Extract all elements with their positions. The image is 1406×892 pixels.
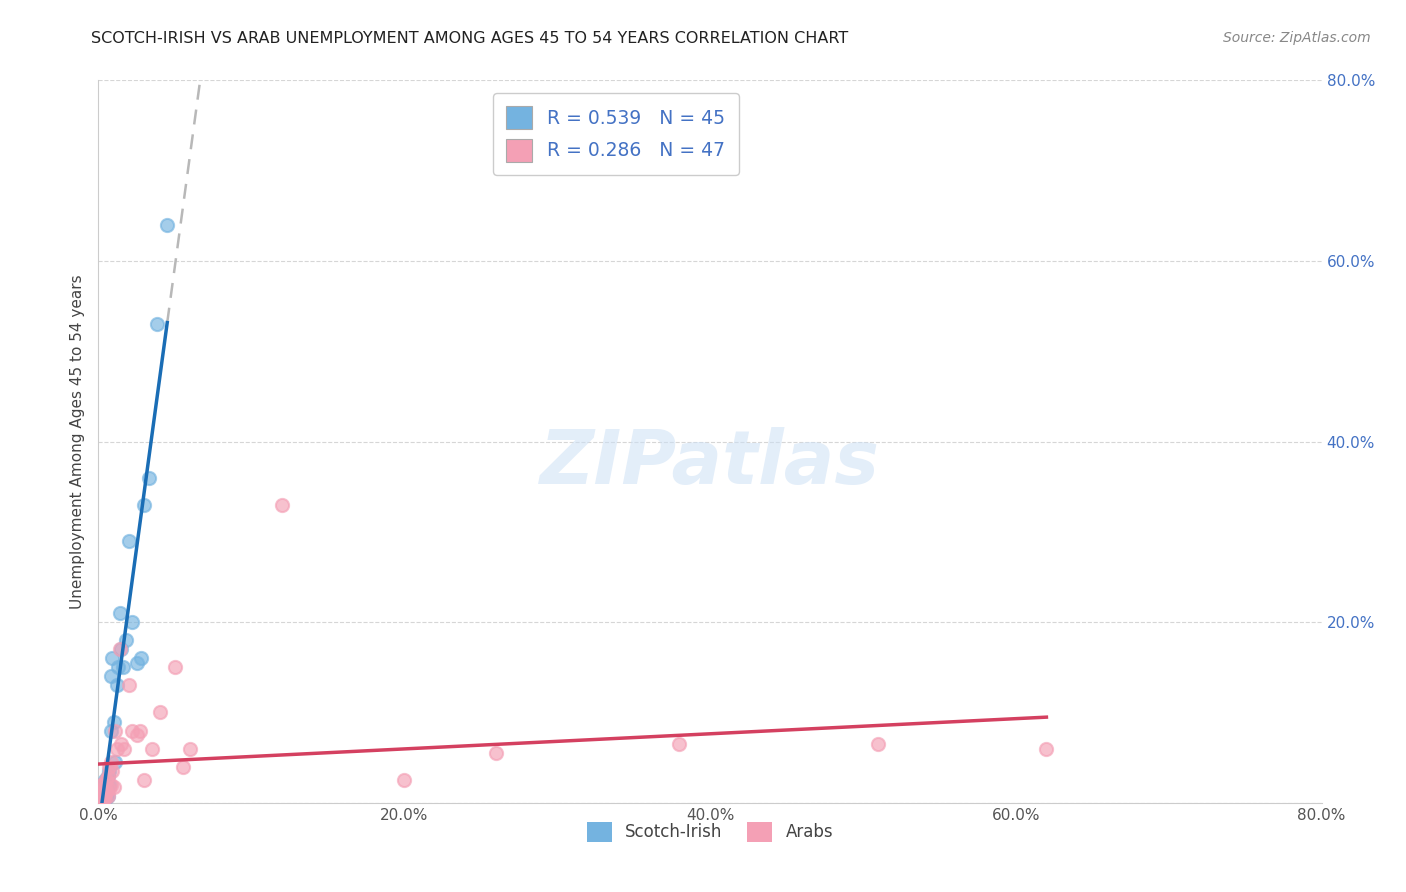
Point [98, 778, 121, 792]
Point [91, 789, 114, 803]
Point [91, 791, 114, 805]
Point [90, 790, 112, 805]
Point [103, 780, 125, 794]
Point [89, 791, 111, 805]
Point [91, 789, 114, 803]
Point [100, 669, 122, 683]
Point [94, 785, 117, 799]
Point [125, 728, 148, 742]
Point [97, 769, 120, 783]
Point [91, 785, 114, 799]
Point [90, 778, 112, 792]
Point [91, 792, 114, 806]
Point [163, 660, 186, 674]
Point [668, 737, 690, 751]
Point [115, 633, 138, 648]
Point [145, 317, 167, 331]
Point [1035, 741, 1057, 756]
Point [101, 651, 124, 665]
Point [97, 789, 120, 803]
Point [105, 741, 128, 756]
Point [129, 651, 152, 665]
Point [89, 792, 111, 806]
Point [91, 793, 114, 807]
Point [134, 498, 156, 512]
Point [90, 782, 112, 797]
Point [121, 723, 143, 738]
Point [128, 723, 150, 738]
Point [91, 785, 114, 799]
Point [118, 678, 141, 692]
Point [93, 782, 115, 797]
Point [110, 737, 132, 751]
Point [110, 642, 132, 657]
Point [121, 615, 143, 630]
Point [108, 606, 131, 620]
Text: ZIPatlas: ZIPatlas [540, 426, 880, 500]
Point [94, 778, 117, 792]
Point [156, 218, 179, 232]
Point [134, 773, 156, 788]
Point [103, 714, 125, 729]
Point [91, 791, 114, 805]
Point [93, 789, 115, 803]
Text: Source: ZipAtlas.com: Source: ZipAtlas.com [1223, 31, 1371, 45]
Point [94, 773, 117, 788]
Point [98, 760, 121, 774]
Point [90, 785, 112, 799]
Point [93, 781, 115, 796]
Point [104, 755, 127, 769]
Point [100, 755, 122, 769]
Point [93, 773, 115, 788]
Legend: Scotch-Irish, Arabs: Scotch-Irish, Arabs [581, 815, 839, 848]
Point [112, 741, 135, 756]
Point [89, 789, 111, 803]
Point [485, 746, 508, 760]
Text: SCOTCH-IRISH VS ARAB UNEMPLOYMENT AMONG AGES 45 TO 54 YEARS CORRELATION CHART: SCOTCH-IRISH VS ARAB UNEMPLOYMENT AMONG … [91, 31, 849, 46]
Point [90, 792, 112, 806]
Point [89, 787, 111, 801]
Point [179, 741, 201, 756]
Point [125, 656, 148, 670]
Point [105, 678, 128, 692]
Point [104, 723, 127, 738]
Point [107, 660, 129, 674]
Point [270, 498, 292, 512]
Point [97, 789, 120, 803]
Point [100, 723, 122, 738]
Point [90, 789, 112, 803]
Point [97, 780, 120, 794]
Point [93, 791, 115, 805]
Point [111, 660, 134, 674]
Point [89, 789, 111, 804]
Point [89, 790, 111, 805]
Point [100, 778, 122, 792]
Point [149, 706, 172, 720]
Point [392, 773, 416, 788]
Y-axis label: Unemployment Among Ages 45 to 54 years: Unemployment Among Ages 45 to 54 years [70, 274, 86, 609]
Point [89, 783, 111, 797]
Point [91, 778, 114, 792]
Point [118, 533, 141, 548]
Point [90, 793, 112, 807]
Point [90, 790, 112, 805]
Point [868, 737, 890, 751]
Point [93, 787, 115, 801]
Point [108, 642, 131, 657]
Point [91, 780, 114, 794]
Point [172, 760, 194, 774]
Point [89, 793, 111, 807]
Point [94, 791, 117, 805]
Point [94, 785, 117, 799]
Point [141, 741, 163, 756]
Point [101, 764, 124, 779]
Point [98, 782, 121, 797]
Point [98, 764, 121, 779]
Point [138, 471, 160, 485]
Point [90, 787, 112, 801]
Point [89, 793, 111, 807]
Point [97, 769, 120, 783]
